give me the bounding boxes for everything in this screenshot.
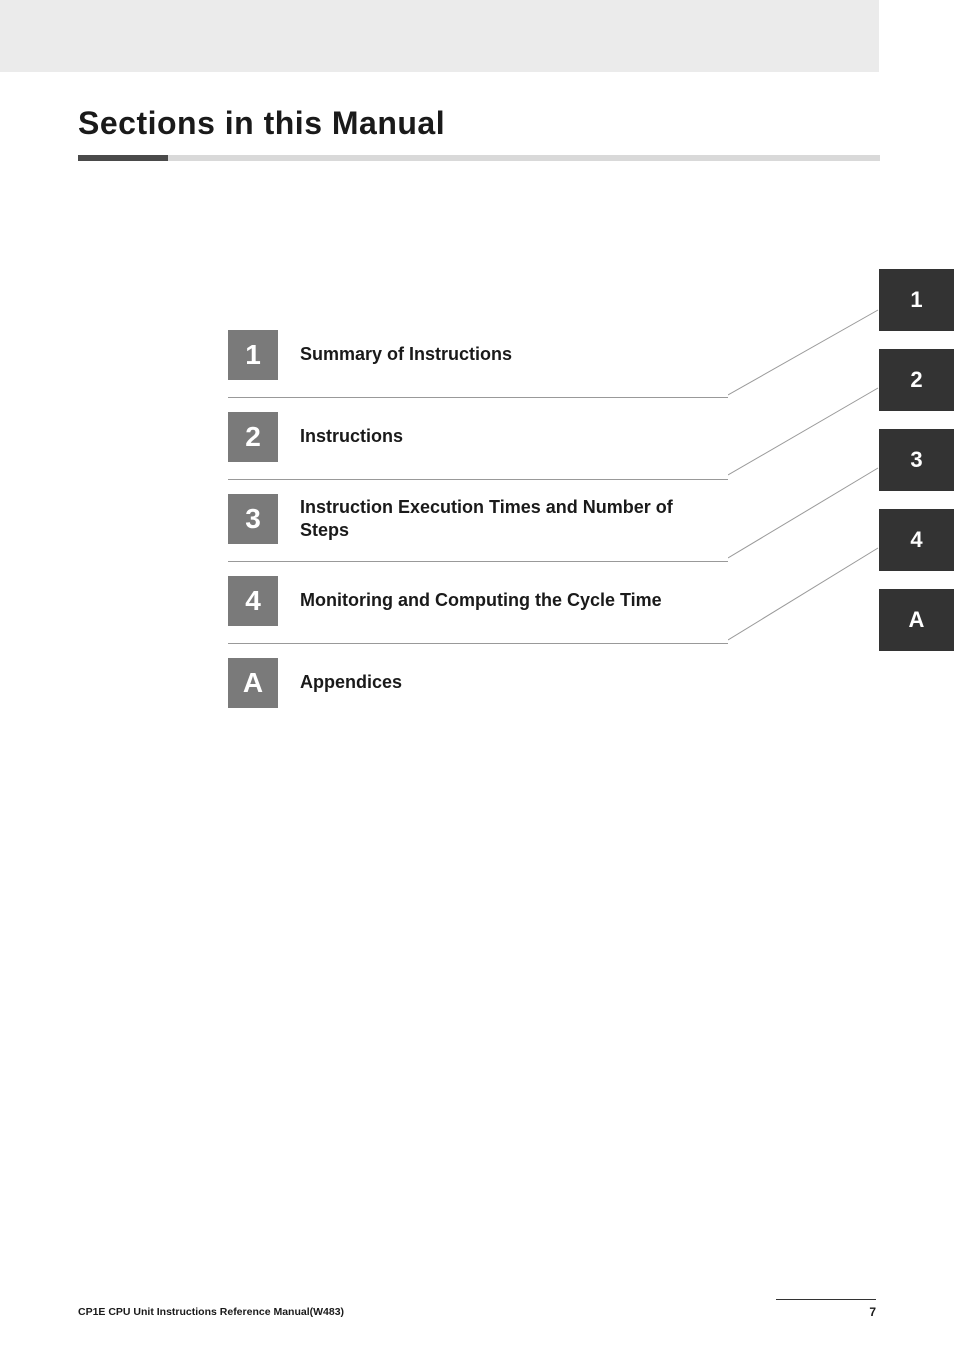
title-underline — [78, 155, 880, 161]
toc-label: Monitoring and Computing the Cycle Time — [300, 589, 662, 612]
toc-item: 4 Monitoring and Computing the Cycle Tim… — [228, 576, 680, 626]
toc-item: A Appendices — [228, 658, 680, 708]
toc-number: A — [228, 658, 278, 708]
page-title: Sections in this Manual — [78, 105, 445, 142]
toc-divider-wrap — [228, 561, 728, 562]
toc-number: 3 — [228, 494, 278, 544]
toc-label: Summary of Instructions — [300, 343, 512, 366]
header-cutout — [879, 0, 954, 75]
header-bar — [0, 0, 954, 75]
footer-page: 7 — [869, 1305, 876, 1319]
diagonal-connectors — [728, 280, 888, 700]
toc-list: 1 Summary of Instructions 2 Instructions… — [228, 330, 680, 740]
toc-divider — [228, 397, 728, 398]
toc-divider-wrap — [228, 397, 728, 398]
toc-divider — [228, 479, 728, 480]
side-tab-3[interactable]: 3 — [879, 429, 954, 491]
underline-light — [168, 155, 880, 161]
toc-number: 2 — [228, 412, 278, 462]
side-tabs: 1 2 3 4 A — [879, 269, 954, 669]
toc-divider-wrap — [228, 479, 728, 480]
footer-line — [776, 1299, 876, 1300]
footer: CP1E CPU Unit Instructions Reference Man… — [78, 1305, 876, 1319]
toc-label: Instructions — [300, 425, 403, 448]
toc-divider-wrap — [228, 643, 728, 644]
toc-label: Appendices — [300, 671, 402, 694]
toc-divider — [228, 643, 728, 644]
toc-divider — [228, 561, 728, 562]
toc-label: Instruction Execution Times and Number o… — [300, 496, 680, 543]
side-tab-2[interactable]: 2 — [879, 349, 954, 411]
toc-number: 4 — [228, 576, 278, 626]
side-tab-4[interactable]: 4 — [879, 509, 954, 571]
footer-title: CP1E CPU Unit Instructions Reference Man… — [78, 1306, 344, 1318]
side-tab-1[interactable]: 1 — [879, 269, 954, 331]
toc-item: 2 Instructions — [228, 412, 680, 462]
side-tab-a[interactable]: A — [879, 589, 954, 651]
toc-item: 3 Instruction Execution Times and Number… — [228, 494, 680, 544]
toc-item: 1 Summary of Instructions — [228, 330, 680, 380]
underline-dark — [78, 155, 168, 161]
toc-number: 1 — [228, 330, 278, 380]
